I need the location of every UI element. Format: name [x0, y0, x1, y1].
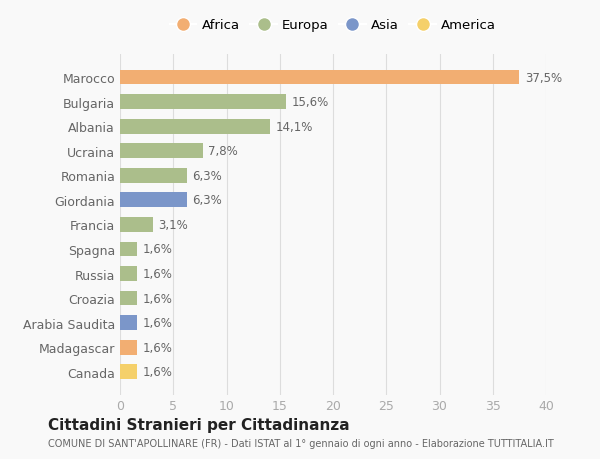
Text: 7,8%: 7,8%: [208, 145, 238, 158]
Bar: [120, 95, 286, 110]
Text: 14,1%: 14,1%: [275, 120, 313, 134]
Bar: [120, 193, 187, 208]
Bar: [120, 291, 137, 306]
Text: Cittadini Stranieri per Cittadinanza: Cittadini Stranieri per Cittadinanza: [48, 417, 350, 432]
Text: 1,6%: 1,6%: [142, 268, 172, 280]
Bar: [120, 71, 520, 85]
Bar: [120, 242, 137, 257]
Bar: [120, 168, 187, 183]
Text: 6,3%: 6,3%: [193, 169, 222, 182]
Bar: [120, 218, 153, 232]
Bar: [120, 316, 137, 330]
Text: 1,6%: 1,6%: [142, 243, 172, 256]
Text: 37,5%: 37,5%: [525, 72, 562, 84]
Text: 1,6%: 1,6%: [142, 292, 172, 305]
Legend: Africa, Europa, Asia, America: Africa, Europa, Asia, America: [164, 14, 502, 38]
Text: COMUNE DI SANT'APOLLINARE (FR) - Dati ISTAT al 1° gennaio di ogni anno - Elabora: COMUNE DI SANT'APOLLINARE (FR) - Dati IS…: [48, 438, 554, 448]
Text: 3,1%: 3,1%: [158, 218, 188, 231]
Text: 15,6%: 15,6%: [292, 96, 329, 109]
Bar: [120, 119, 270, 134]
Text: 1,6%: 1,6%: [142, 316, 172, 330]
Bar: [120, 340, 137, 355]
Bar: [120, 144, 203, 159]
Text: 6,3%: 6,3%: [193, 194, 222, 207]
Bar: [120, 364, 137, 379]
Text: 1,6%: 1,6%: [142, 365, 172, 378]
Bar: [120, 267, 137, 281]
Text: 1,6%: 1,6%: [142, 341, 172, 354]
